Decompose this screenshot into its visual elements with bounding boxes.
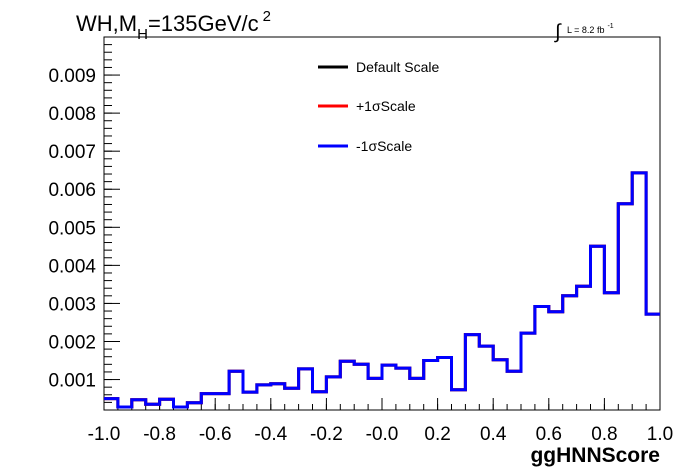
y-tick-labels: 0.001 0.002 0.003 0.004 0.005 0.006 0.007 0.008… (48, 66, 96, 391)
x-tick-label: 0.6 (536, 424, 562, 445)
legend: Default Scale +1σScale -1σScale (318, 59, 439, 154)
x-tick-label: -0.0 (366, 424, 399, 445)
legend-label-default-scale: Default Scale (356, 59, 439, 75)
axis-ticks (103, 36, 661, 411)
y-tick-label: 0.007 (48, 142, 96, 163)
y-tick-label: 0.006 (48, 180, 96, 201)
y-tick-label: 0.001 (48, 371, 96, 392)
x-tick-label: -0.6 (199, 424, 232, 445)
x-axis-label: ggHNNScore (530, 444, 660, 467)
plot-frame (103, 36, 661, 411)
x-tick-label: 0.4 (480, 424, 507, 445)
x-tick-label: 0.8 (591, 424, 617, 445)
x-tick-label: -0.4 (254, 424, 287, 445)
integral-symbol: ∫ (554, 21, 562, 43)
series-line-2 (104, 171, 660, 409)
legend-label-minus-sigma: -1σScale (356, 138, 412, 154)
y-tick-label: 0.009 (48, 66, 96, 87)
series-layer (104, 171, 660, 409)
x-tick-labels: -1.0 -0.8 -0.6 -0.4 -0.2 -0.0 0.2 0.4 0.6 0.8 1.0 (88, 424, 674, 445)
y-tick-label: 0.008 (48, 104, 96, 125)
chart-title: WH,MH=135GeV/c 2 (76, 8, 271, 43)
x-tick-label: -0.8 (143, 424, 176, 445)
y-tick-label: 0.003 (48, 294, 96, 315)
y-tick-label: 0.004 (48, 256, 96, 277)
x-tick-label: -1.0 (88, 424, 121, 445)
y-tick-label: 0.002 (48, 332, 96, 353)
luminosity-label: L = 8.2 fb -1 (567, 23, 614, 35)
legend-label-plus-sigma: +1σScale (356, 98, 416, 114)
x-tick-label: 1.0 (647, 424, 673, 445)
x-tick-label: 0.2 (424, 424, 450, 445)
y-tick-label: 0.005 (48, 218, 96, 239)
x-tick-label: -0.2 (310, 424, 343, 445)
